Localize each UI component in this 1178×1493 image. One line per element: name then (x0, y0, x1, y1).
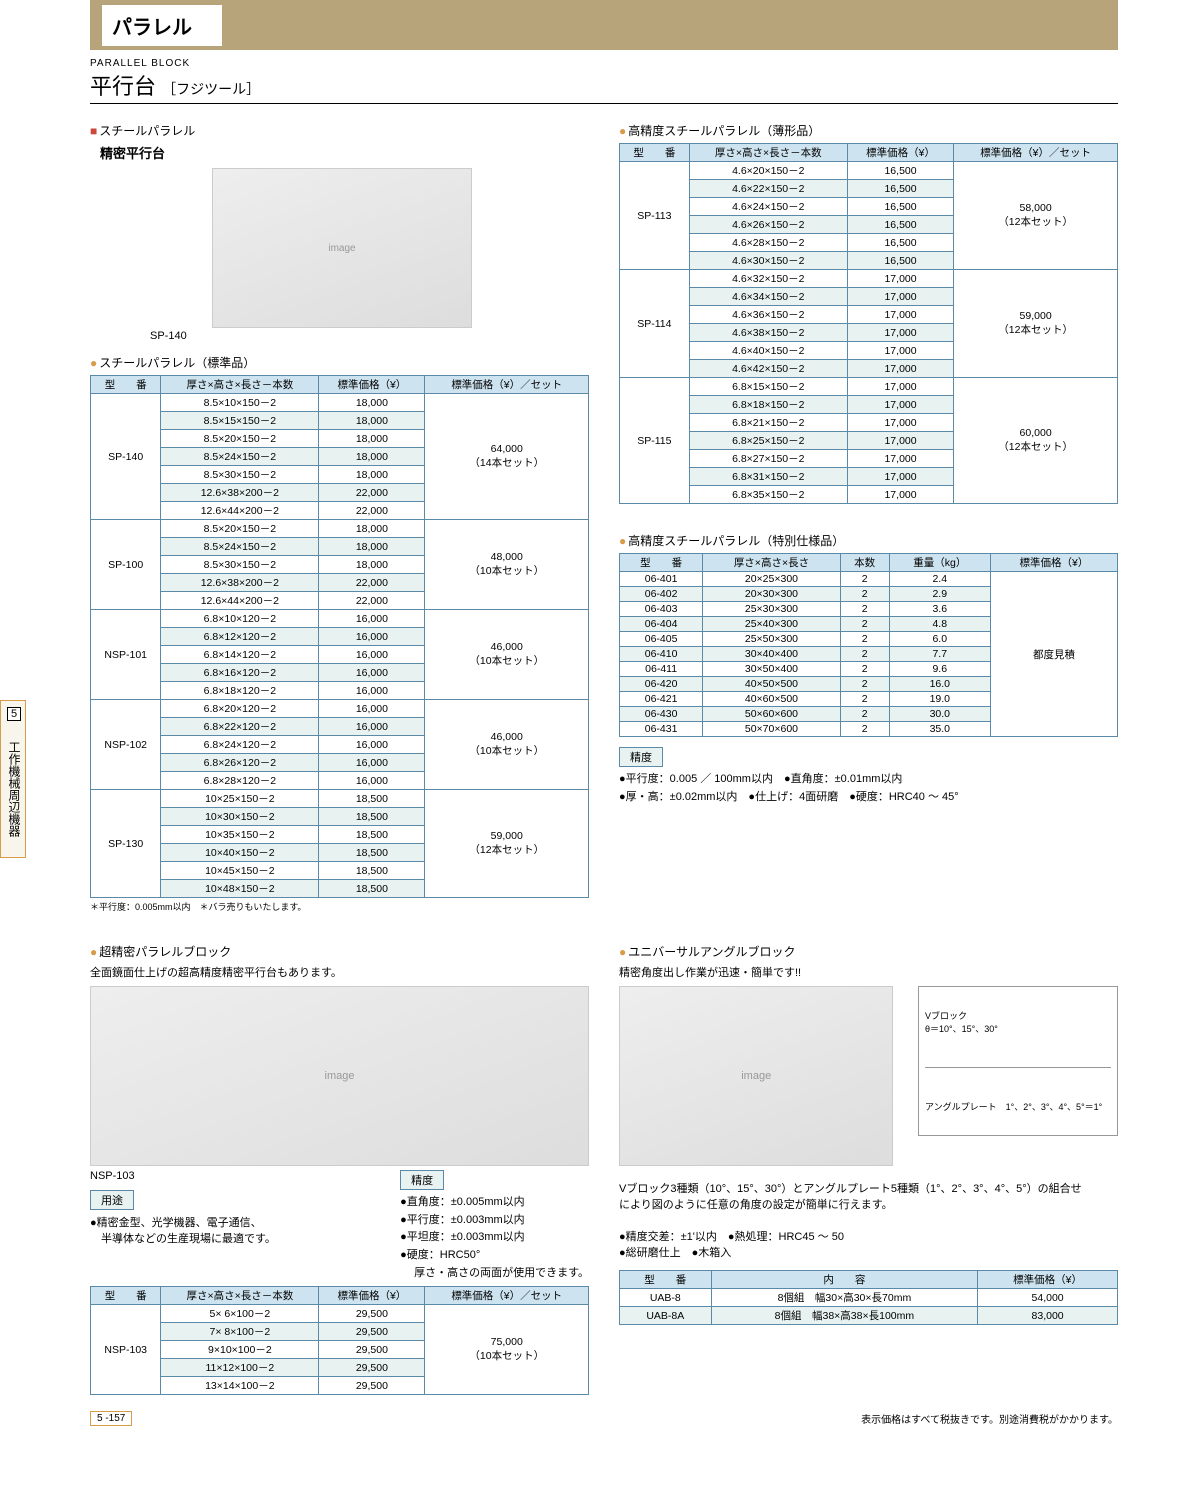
usage-label: 用途 (90, 1190, 134, 1210)
subtitle-en: PARALLEL BLOCK (90, 58, 1118, 69)
special-title: 高精度スチールパラレル（特別仕様品） (619, 532, 1118, 549)
subtitle-jp: 平行台 (90, 74, 156, 99)
ultra-desc: 全面鏡面仕上げの超高精度精密平行台もあります。 (90, 964, 589, 980)
uab-image: image (619, 986, 893, 1166)
usage-text3: 厚さ・高さの両面が使用できます。 (414, 1264, 589, 1280)
uab-note1: Vブロック3種類（10°、15°、30°）とアングルプレート5種類（1°、2°、… (619, 1180, 1118, 1196)
ultra-title: 超精密パラレルブロック (90, 943, 589, 960)
ultra-img-caption: NSP-103 (90, 1170, 276, 1182)
spec-line: 平行度：0.005 ／ 100mm以内 ●直角度：±0.01mm以内 (619, 771, 1118, 789)
subtitle-brand: ［フジツール］ (162, 81, 260, 97)
steel-table: 型 番厚さ×高さ×長さ－本数標準価格（¥）標準価格（¥）／セットSP-1408.… (90, 375, 589, 898)
highprec-title: 高精度スチールパラレル（薄形品） (619, 122, 1118, 139)
footer-note: 表示価格はすべて税抜きです。別途消費税がかかります。 (861, 1411, 1118, 1426)
uab-specs2: ●総研磨仕上 ●木箱入 (619, 1244, 1118, 1260)
steel-note: ＊平行度：0.005mm以内 ＊バラ売りもいたします。 (90, 900, 589, 913)
uab-specs: ●精度交差：±1'以内 ●熱処理：HRC45 ～ 50 (619, 1228, 1118, 1244)
subtitle: PARALLEL BLOCK 平行台 ［フジツール］ (90, 58, 1118, 104)
img-caption: SP-140 (150, 330, 589, 342)
steel-label: スチールパラレル (90, 122, 589, 139)
spec-line: 厚・高：±0.02mm以内 ●仕上げ：4面研磨 ●硬度：HRC40 ～ 45° (619, 789, 1118, 807)
category-title: パラレル (102, 5, 222, 46)
special-table: 型 番厚さ×高さ×長さ本数重量（kg）標準価格（¥）06-40120×25×30… (619, 553, 1118, 737)
page-number: 5 -157 (90, 1411, 132, 1426)
ultra-prec-label: 精度 (400, 1170, 444, 1190)
uab-title: ユニバーサルアングルブロック (619, 943, 1118, 960)
uab-diagram: Vブロック θ＝10°、15°、30° アングルプレート 1°、2°、3°、4°… (918, 986, 1118, 1136)
ultra-image: image (90, 986, 589, 1166)
steel-table-title: スチールパラレル（標準品） (90, 354, 589, 371)
spec-line: 直角度：±0.005mm以内 (400, 1194, 589, 1212)
spec-line: 平行度：±0.003mm以内 (400, 1212, 589, 1230)
uab-desc: 精密角度出し作業が迅速・簡単です!! (619, 964, 1118, 980)
spec-line: 平坦度：±0.003mm以内 (400, 1229, 589, 1247)
product-image: image (212, 168, 472, 328)
header-band: パラレル (90, 0, 1118, 50)
usage-text1: ●精密金型、光学機器、電子通信、 (90, 1214, 276, 1230)
usage-text2: 半導体などの生産現場に最適です。 (90, 1230, 276, 1246)
spec-line: 硬度：HRC50° (400, 1247, 589, 1265)
footer: 5 -157 表示価格はすべて税抜きです。別途消費税がかかります。 (90, 1411, 1118, 1426)
uab-table: 型 番内 容標準価格（¥）UAB-88個組 幅30×高30×長70mm54,00… (619, 1270, 1118, 1325)
ultra-table: 型 番厚さ×高さ×長さ－本数標準価格（¥）標準価格（¥）／セットNSP-1035… (90, 1286, 589, 1395)
precision-label: 精度 (619, 747, 663, 767)
steel-sub: 精密平行台 (100, 143, 589, 162)
uab-note2: により図のように任意の角度の設定が簡単に行えます。 (619, 1196, 1118, 1212)
highprec-table: 型 番厚さ×高さ×長さ－本数標準価格（¥）標準価格（¥）／セットSP-1134.… (619, 143, 1118, 504)
